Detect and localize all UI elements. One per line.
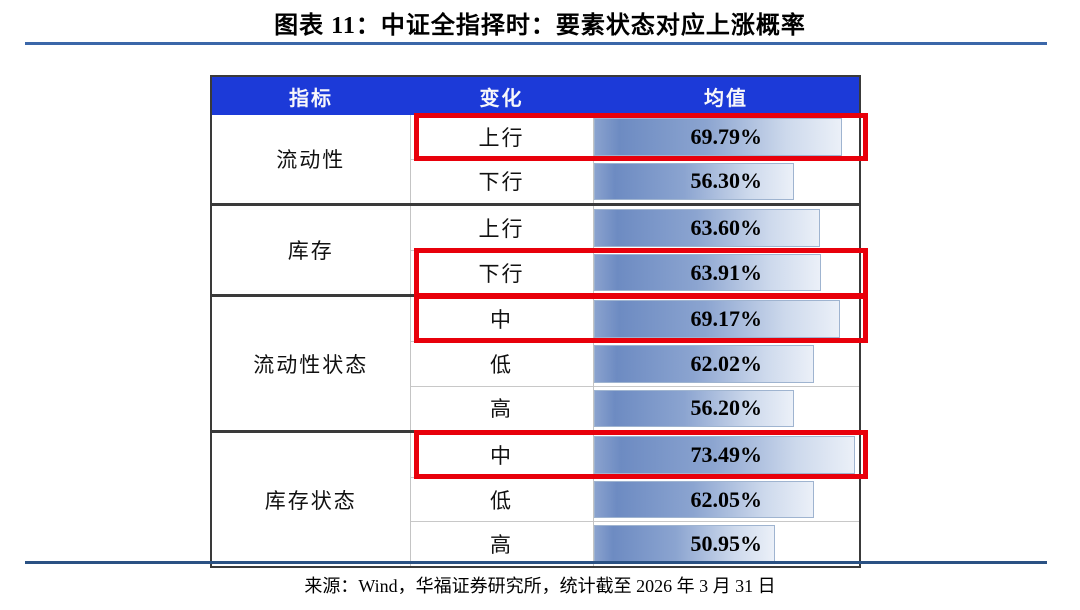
data-table: 指标 变化 均值 流动性 上行 69.79% 下行 56.30% 库存 上行 63.60% 下行… — [210, 75, 861, 568]
value-text: 56.30% — [690, 168, 763, 194]
value-text: 50.95% — [690, 531, 763, 557]
table-row: 流动性状态中 69.17% — [211, 294, 860, 432]
table-row: 下行 56.30% — [211, 158, 860, 205]
value-data-bar — [593, 253, 821, 292]
value-cell: 56.30% — [593, 158, 860, 205]
source-note: 来源：Wind，华福证券研究所，统计截至 2026 年 3 月 31 日 — [304, 576, 776, 596]
value-cell: 56.20% — [593, 385, 860, 432]
change-cell: 上行 — [410, 203, 594, 251]
value-text: 69.79% — [690, 123, 763, 149]
value-cell: 69.79% — [593, 115, 860, 160]
title-divider-line — [25, 42, 1047, 45]
change-cell: 高 — [410, 385, 594, 432]
table-row: 库存状态中 73.49% — [211, 430, 860, 567]
value-cell: 63.91% — [593, 249, 860, 296]
value-data-bar — [593, 118, 842, 156]
value-data-bar — [593, 344, 815, 383]
value-cell: 63.60% — [593, 203, 860, 251]
value-text: 62.02% — [690, 350, 763, 376]
value-text: 56.20% — [690, 395, 763, 421]
header-indicator: 指标 — [211, 76, 410, 115]
value-cell: 73.49% — [593, 430, 860, 478]
change-cell: 下行 — [410, 158, 594, 205]
value-data-bar — [593, 436, 856, 474]
value-cell: 69.17% — [593, 294, 860, 342]
value-text: 69.17% — [690, 306, 763, 332]
table-body: 流动性 上行 69.79% 下行 56.30% 库存 上行 63.60% 下行 63.91% 流动性… — [211, 115, 860, 567]
indicator-cell: 库存 — [211, 203, 411, 296]
table-area: 指标 变化 均值 流动性 上行 69.79% 下行 56.30% 库存 上行 63.60% 下行… — [210, 75, 890, 568]
change-cell: 低 — [410, 340, 594, 387]
indicator-cell: 库存状态 — [211, 430, 411, 567]
value-text: 73.49% — [690, 441, 763, 467]
value-cell: 62.05% — [593, 476, 860, 522]
value-text: 62.05% — [690, 486, 763, 512]
change-cell: 中 — [410, 294, 594, 342]
change-cell: 中 — [410, 430, 594, 478]
indicator-cell: 流动性 — [211, 115, 411, 205]
table-row: 低 62.02% — [211, 340, 860, 387]
page-title: 图表 11：中证全指择时：要素状态对应上涨概率 — [274, 13, 806, 39]
table-header-row: 指标 变化 均值 — [211, 76, 860, 115]
change-cell: 低 — [410, 476, 594, 522]
change-cell: 下行 — [410, 249, 594, 296]
header-mean: 均值 — [593, 76, 860, 115]
value-data-bar — [593, 480, 815, 519]
value-data-bar — [593, 389, 794, 428]
table-row: 库存 上行 63.60% — [211, 203, 860, 296]
value-cell: 62.02% — [593, 340, 860, 387]
change-cell: 高 — [410, 521, 594, 567]
footer-divider-line — [25, 561, 1047, 564]
value-data-bar — [593, 209, 820, 247]
table-row: 高 56.20% — [211, 385, 860, 432]
header-change: 变化 — [410, 76, 593, 115]
value-data-bar — [593, 300, 840, 338]
indicator-cell: 流动性状态 — [211, 294, 411, 432]
value-text: 63.91% — [690, 259, 763, 285]
change-cell: 上行 — [410, 115, 594, 160]
value-text: 63.60% — [690, 214, 763, 240]
value-data-bar — [593, 162, 794, 201]
table-row: 流动性 上行 69.79% — [211, 115, 860, 205]
